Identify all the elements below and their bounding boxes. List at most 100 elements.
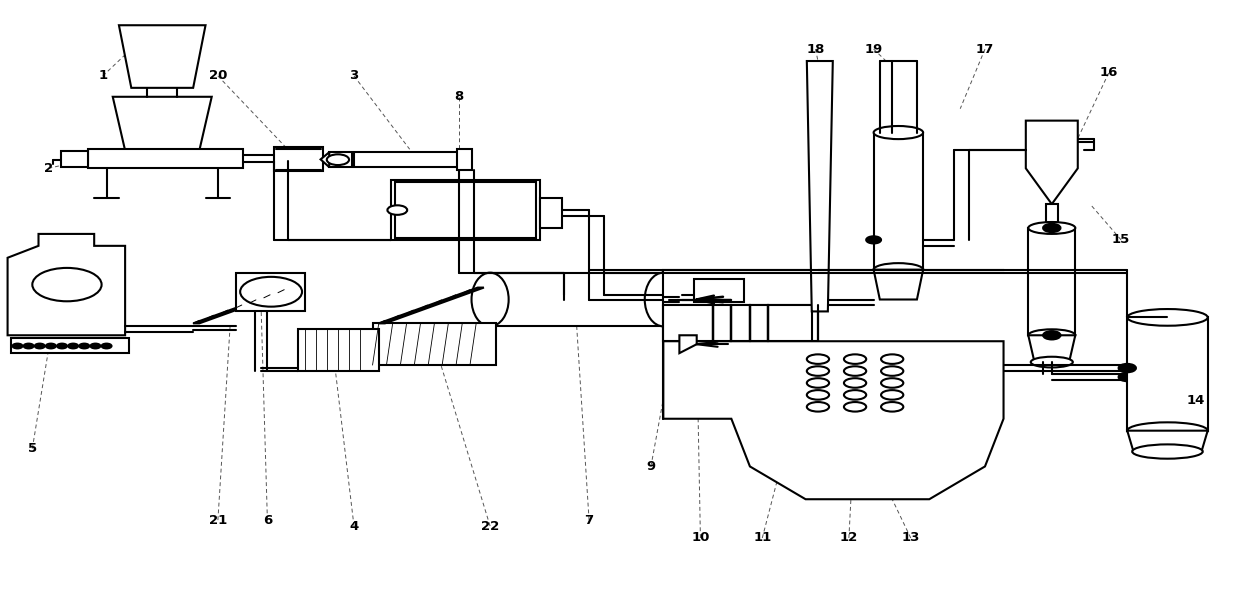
Ellipse shape <box>844 402 867 412</box>
Text: 15: 15 <box>1112 234 1130 246</box>
Bar <box>274 147 324 171</box>
Text: 4: 4 <box>350 519 358 533</box>
Bar <box>237 273 305 311</box>
Polygon shape <box>7 234 125 335</box>
Circle shape <box>1118 373 1136 381</box>
Text: 11: 11 <box>753 531 771 544</box>
Ellipse shape <box>1132 444 1203 459</box>
Circle shape <box>32 268 102 301</box>
Circle shape <box>1118 364 1136 372</box>
Polygon shape <box>807 61 833 311</box>
Text: 19: 19 <box>864 43 883 56</box>
Bar <box>694 279 744 302</box>
Text: 17: 17 <box>976 43 994 56</box>
Text: 22: 22 <box>481 519 500 533</box>
Polygon shape <box>1127 431 1208 452</box>
Bar <box>11 338 129 353</box>
Bar <box>394 182 536 238</box>
Bar <box>456 149 471 170</box>
Ellipse shape <box>882 355 903 364</box>
Bar <box>1045 204 1058 228</box>
Circle shape <box>387 205 407 215</box>
Bar <box>330 152 351 167</box>
Ellipse shape <box>1127 309 1208 326</box>
Bar <box>490 273 663 326</box>
Bar <box>391 180 539 240</box>
Text: 8: 8 <box>455 90 464 103</box>
Ellipse shape <box>882 366 903 376</box>
Text: 1: 1 <box>98 69 108 83</box>
Polygon shape <box>1025 120 1078 204</box>
Ellipse shape <box>874 126 923 139</box>
Bar <box>299 329 378 371</box>
Circle shape <box>68 344 78 349</box>
Circle shape <box>91 344 100 349</box>
Text: 13: 13 <box>901 531 920 544</box>
Circle shape <box>46 344 56 349</box>
Polygon shape <box>663 341 1003 499</box>
Polygon shape <box>680 283 697 316</box>
Polygon shape <box>119 25 206 88</box>
Bar <box>88 149 243 168</box>
Bar <box>61 151 88 167</box>
Text: 3: 3 <box>350 69 358 83</box>
Ellipse shape <box>882 390 903 400</box>
Circle shape <box>35 344 45 349</box>
Text: 20: 20 <box>208 69 227 83</box>
Bar <box>663 305 818 341</box>
Bar <box>663 270 818 305</box>
Ellipse shape <box>807 366 830 376</box>
Bar <box>372 323 496 365</box>
Text: 7: 7 <box>584 513 594 527</box>
Circle shape <box>1043 331 1060 340</box>
Ellipse shape <box>844 378 867 388</box>
Text: 6: 6 <box>263 513 272 527</box>
Circle shape <box>327 155 348 165</box>
Circle shape <box>867 236 882 243</box>
Text: 9: 9 <box>646 460 656 473</box>
Circle shape <box>12 344 22 349</box>
Ellipse shape <box>807 402 830 412</box>
Circle shape <box>102 344 112 349</box>
Ellipse shape <box>807 390 830 400</box>
Circle shape <box>57 344 67 349</box>
Ellipse shape <box>882 402 903 412</box>
Ellipse shape <box>844 390 867 400</box>
Ellipse shape <box>471 273 508 326</box>
Bar <box>874 132 923 270</box>
Bar <box>539 198 562 228</box>
Bar <box>353 152 459 167</box>
Circle shape <box>24 344 33 349</box>
Text: 10: 10 <box>691 531 709 544</box>
Ellipse shape <box>844 366 867 376</box>
Bar <box>1127 317 1208 431</box>
Ellipse shape <box>1028 222 1075 234</box>
Text: 12: 12 <box>839 531 858 544</box>
Polygon shape <box>1028 335 1075 362</box>
Text: 2: 2 <box>43 162 53 175</box>
Ellipse shape <box>844 355 867 364</box>
Polygon shape <box>113 97 212 150</box>
Ellipse shape <box>645 273 682 326</box>
Ellipse shape <box>882 378 903 388</box>
Polygon shape <box>193 288 299 323</box>
Text: 14: 14 <box>1187 394 1204 407</box>
Ellipse shape <box>807 378 830 388</box>
Text: 16: 16 <box>1100 66 1118 80</box>
Circle shape <box>1043 224 1060 232</box>
Circle shape <box>241 277 303 307</box>
Bar <box>1028 228 1075 335</box>
Ellipse shape <box>1028 329 1075 341</box>
Circle shape <box>79 344 89 349</box>
Ellipse shape <box>807 355 830 364</box>
Text: 18: 18 <box>806 43 825 56</box>
Polygon shape <box>321 152 330 167</box>
Ellipse shape <box>1030 357 1073 367</box>
Polygon shape <box>378 288 484 323</box>
Polygon shape <box>680 335 697 353</box>
Ellipse shape <box>874 263 923 276</box>
Text: 5: 5 <box>27 442 37 455</box>
Ellipse shape <box>1127 422 1208 439</box>
Text: 21: 21 <box>208 513 227 527</box>
Polygon shape <box>874 270 923 300</box>
